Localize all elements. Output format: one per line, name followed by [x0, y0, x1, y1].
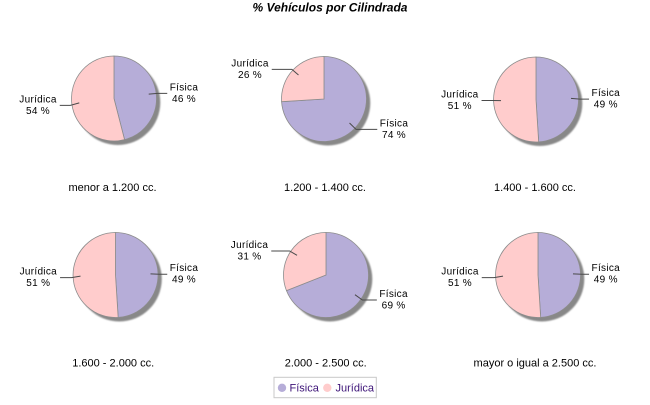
- svg-text:Física: Física: [290, 383, 320, 395]
- svg-text:Jurídica: Jurídica: [19, 94, 57, 105]
- svg-text:26 %: 26 %: [238, 70, 262, 81]
- svg-text:49 %: 49 %: [172, 275, 196, 286]
- svg-text:69 %: 69 %: [382, 301, 406, 312]
- svg-text:Física: Física: [592, 88, 621, 99]
- svg-text:74 %: 74 %: [382, 130, 406, 141]
- svg-text:1.600 - 2.000 cc.: 1.600 - 2.000 cc.: [72, 357, 154, 369]
- svg-text:Física: Física: [380, 118, 409, 129]
- svg-text:1.400 - 1.600 cc.: 1.400 - 1.600 cc.: [494, 182, 576, 194]
- svg-text:Jurídica: Jurídica: [231, 240, 269, 251]
- svg-text:51 %: 51 %: [448, 101, 472, 112]
- svg-text:46 %: 46 %: [172, 94, 196, 105]
- svg-text:51 %: 51 %: [26, 278, 50, 289]
- svg-text:49 %: 49 %: [594, 275, 618, 286]
- svg-text:mayor o igual a 2.500 cc.: mayor o igual a 2.500 cc.: [474, 357, 597, 369]
- svg-text:2.000 - 2.500 cc.: 2.000 - 2.500 cc.: [285, 357, 367, 369]
- svg-text:31 %: 31 %: [238, 252, 262, 263]
- svg-text:Jurídica: Jurídica: [441, 267, 479, 278]
- svg-text:Jurídica: Jurídica: [441, 90, 479, 101]
- svg-text:Jurídica: Jurídica: [231, 58, 269, 69]
- svg-text:Física: Física: [170, 263, 199, 274]
- svg-text:51 %: 51 %: [448, 278, 472, 289]
- svg-text:Jurídica: Jurídica: [336, 383, 375, 395]
- svg-text:54 %: 54 %: [26, 106, 50, 117]
- svg-text:Jurídica: Jurídica: [20, 267, 58, 278]
- svg-text:Física: Física: [379, 289, 408, 300]
- svg-text:Física: Física: [592, 263, 621, 274]
- svg-text:Física: Física: [170, 82, 199, 93]
- svg-text:1.200 - 1.400 cc.: 1.200 - 1.400 cc.: [284, 182, 366, 194]
- svg-text:% Vehículos por Cilindrada: % Vehículos por Cilindrada: [253, 1, 408, 15]
- svg-text:menor a 1.200 cc.: menor a 1.200 cc.: [68, 182, 156, 194]
- svg-text:49 %: 49 %: [594, 100, 618, 111]
